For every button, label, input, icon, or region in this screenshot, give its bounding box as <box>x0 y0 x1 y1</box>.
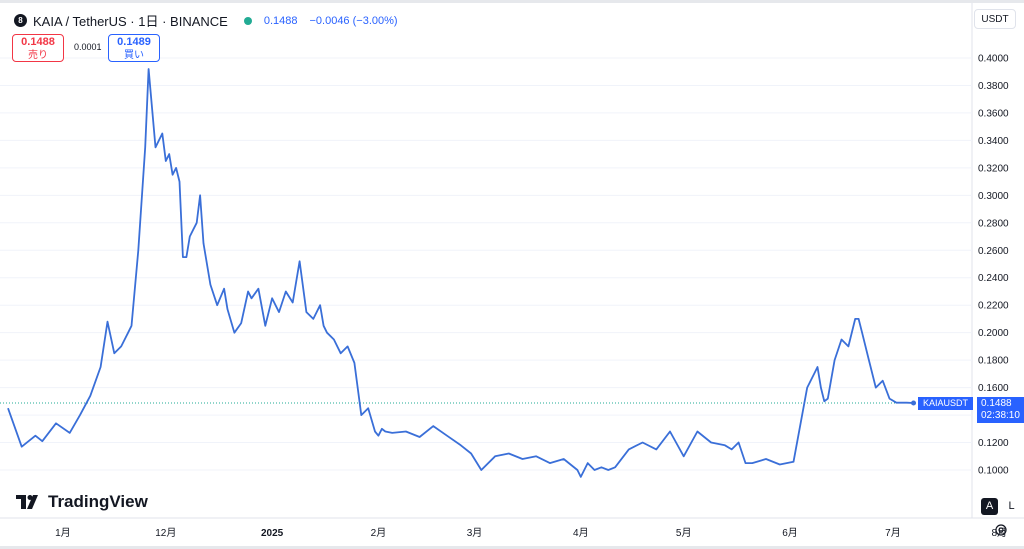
market-open-dot-icon <box>243 16 252 25</box>
last-price-value: 0.1488 <box>981 398 1012 409</box>
sell-button[interactable]: 0.1488 売り <box>12 34 64 62</box>
kaia-logo-icon: 8 <box>14 14 27 27</box>
y-tick-label: 0.1200 <box>978 438 1009 449</box>
x-tick-label: 5月 <box>676 527 692 539</box>
x-tick-label: 3月 <box>467 527 483 539</box>
bar-countdown: 02:38:10 <box>981 410 1020 421</box>
price-series-line[interactable] <box>7 68 914 478</box>
header-price: 0.1488 <box>263 14 298 27</box>
y-tick-label: 0.1000 <box>978 466 1009 477</box>
y-tick-label: 0.1600 <box>978 383 1009 394</box>
symbol-price-tag: KAIAUSDT <box>918 397 973 410</box>
spread-value: 0.0001 <box>74 42 102 52</box>
symbol-header[interactable]: 8 KAIA / TetherUS · 1日 · BINANCE 0.1488 … <box>14 11 398 30</box>
y-tick-label: 0.3200 <box>978 163 1009 174</box>
x-tick-label: 2025 <box>261 528 284 539</box>
settings-gear-icon[interactable] <box>994 523 1008 537</box>
currency-button[interactable]: USDT <box>974 9 1016 29</box>
y-tick-label: 0.3600 <box>978 108 1009 119</box>
last-price-tag: 0.1488 02:38:10 <box>977 397 1024 423</box>
x-tick-label: 1月 <box>55 527 71 539</box>
y-tick-label: 0.3000 <box>978 191 1009 202</box>
buy-label: 買い <box>124 50 144 61</box>
buy-price: 0.1489 <box>117 36 151 48</box>
auto-scale-button[interactable]: A <box>981 498 998 515</box>
tradingview-wordmark: TradingView <box>48 492 148 511</box>
tradingview-logo[interactable]: TradingView <box>16 492 148 512</box>
x-tick-label: 6月 <box>782 527 798 539</box>
tradingview-mark-icon <box>16 495 38 509</box>
top-border <box>0 0 1024 3</box>
x-tick-label: 4月 <box>573 527 589 539</box>
log-scale-button[interactable]: L <box>1008 500 1015 512</box>
x-tick-label: 7月 <box>885 527 901 539</box>
y-tick-label: 0.3400 <box>978 136 1009 147</box>
y-tick-label: 0.1800 <box>978 356 1009 367</box>
y-tick-label: 0.4000 <box>978 54 1009 65</box>
y-tick-label: 0.2200 <box>978 301 1009 312</box>
x-tick-label: 12月 <box>155 527 176 539</box>
sell-label: 売り <box>28 50 48 61</box>
x-tick-label: 2月 <box>371 527 387 539</box>
y-tick-label: 0.3800 <box>978 81 1009 92</box>
y-tick-label: 0.2000 <box>978 328 1009 339</box>
y-tick-label: 0.2800 <box>978 218 1009 229</box>
symbol-title[interactable]: KAIA / TetherUS · 1日 · BINANCE <box>33 14 228 29</box>
buy-button[interactable]: 0.1489 買い <box>108 34 160 62</box>
bottom-border <box>0 546 1024 549</box>
y-tick-label: 0.2600 <box>978 246 1009 257</box>
y-tick-label: 0.2400 <box>978 273 1009 284</box>
header-change: −0.0046 (−3.00%) <box>309 14 398 27</box>
last-price-marker <box>911 400 917 406</box>
sell-price: 0.1488 <box>21 36 55 48</box>
